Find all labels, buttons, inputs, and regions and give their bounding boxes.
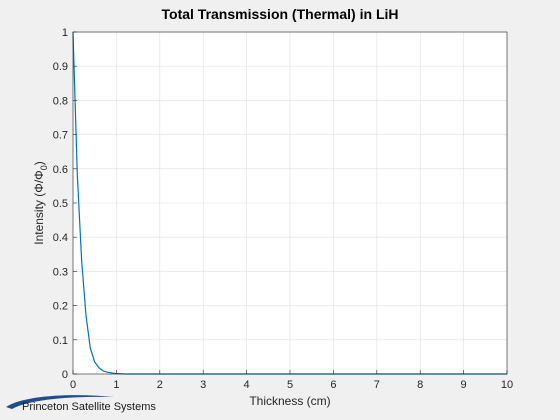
y-tick-label: 0.1	[53, 335, 68, 347]
logo-swoosh-icon	[6, 395, 114, 409]
y-tick-label: 0.7	[53, 130, 68, 142]
y-axis-label-subscript: 0	[39, 165, 49, 170]
y-tick-label: 0.2	[53, 301, 68, 313]
y-tick-label: 0.6	[53, 164, 68, 176]
x-tick-label: 2	[157, 379, 163, 391]
y-tick-label: 0.5	[53, 198, 68, 210]
x-tick-label: 9	[461, 379, 467, 391]
x-axis-label: Thickness (cm)	[249, 394, 330, 408]
y-axis-label-close: )	[32, 161, 46, 165]
y-tick-label: 0	[62, 369, 68, 381]
chart-title: Total Transmission (Thermal) in LiH	[162, 6, 399, 22]
y-tick-label: 0.8	[53, 95, 68, 107]
logo-text: Princeton Satellite Systems	[22, 401, 156, 413]
ticks: 0 1 2 3 4 5 6 7 8 9 10 0 0.1 0.2 0.3 0.4 0.5 0.6 0.7 0.8 0.9…	[53, 27, 513, 391]
x-tick-label: 5	[287, 379, 293, 391]
x-tick-label: 10	[501, 379, 513, 391]
y-tick-label: 0.9	[53, 61, 68, 73]
x-tick-label: 0	[70, 379, 76, 391]
y-tick-label: 0.4	[53, 232, 68, 244]
x-tick-label: 3	[200, 379, 206, 391]
x-tick-label: 7	[374, 379, 380, 391]
y-axis-label-main: Intensity (Φ/Φ	[32, 170, 46, 245]
princeton-logo: Princeton Satellite Systems	[4, 393, 156, 417]
x-tick-label: 8	[417, 379, 423, 391]
x-tick-label: 6	[330, 379, 336, 391]
y-tick-label: 0.3	[53, 266, 68, 278]
x-tick-label: 4	[244, 379, 250, 391]
y-axis-label: Intensity (Φ/Φ0)	[32, 161, 49, 245]
x-tick-label: 1	[113, 379, 119, 391]
y-tick-label: 1	[62, 27, 68, 39]
